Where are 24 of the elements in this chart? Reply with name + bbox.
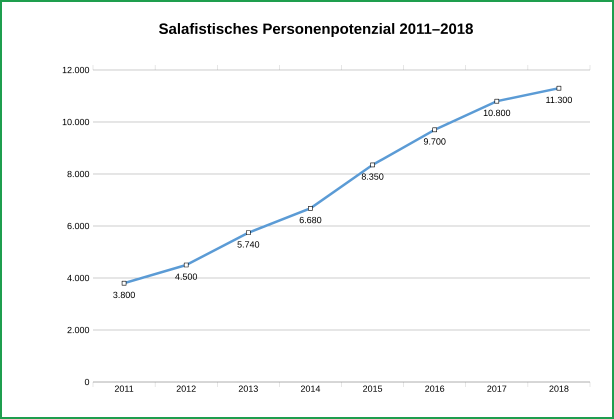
x-tick-label: 2013 [238, 386, 258, 392]
x-tick-label: 2015 [363, 386, 382, 392]
x-tick-label: 2014 [300, 386, 320, 392]
x-tick-label: 2016 [425, 386, 444, 392]
data-label: 3.800 [113, 292, 135, 298]
data-label: 6.680 [300, 216, 322, 224]
y-tick-label: 0 [84, 378, 90, 386]
y-tick-label: 2.000 [68, 326, 90, 334]
data-label: 4.500 [175, 274, 198, 280]
y-tick-label: 12.000 [62, 66, 90, 74]
x-tick-label: 2017 [487, 386, 506, 392]
y-tick-label: 8.000 [67, 170, 90, 178]
data-label: 9.700 [424, 138, 446, 145]
data-label: 10.800 [484, 110, 510, 116]
x-tick-label: 2011 [114, 386, 134, 392]
y-tick-label: 4.000 [67, 274, 90, 282]
y-tick-label: 6.000 [68, 222, 90, 230]
data-label: 8.350 [362, 173, 384, 180]
chart-title: Salafistisches Personenpotenzial 2011–2018 [159, 23, 473, 37]
x-tick-label: 2012 [176, 386, 196, 392]
data-label: 11.300 [546, 96, 572, 104]
data-label: 5.740 [237, 241, 260, 248]
x-tick-label: 2018 [549, 386, 569, 392]
y-tick-label: 10.000 [62, 118, 90, 126]
